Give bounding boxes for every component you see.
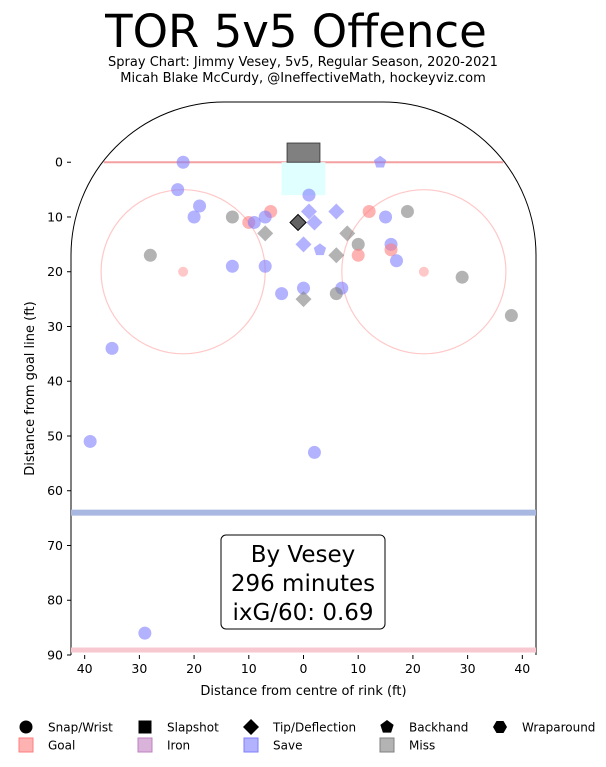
shot-marker	[300, 203, 317, 220]
axes-layer: By Vesey 296 minutes ixG/60: 0.69 0 10 20 30 40…	[23, 155, 530, 699]
shot-marker	[362, 205, 376, 219]
y-tick-label: 40	[47, 374, 63, 389]
legend-save-swatch	[243, 737, 259, 753]
y-tick-label: 90	[47, 648, 63, 663]
y-tick-label: 30	[47, 319, 63, 334]
y-tick-label: 80	[47, 593, 63, 608]
shot-marker	[176, 155, 190, 169]
legend-slap-marker	[138, 720, 152, 734]
shot-marker	[455, 270, 469, 284]
x-tick-label: 20	[405, 661, 421, 676]
y-tick-label: 20	[47, 264, 63, 279]
blue-line	[71, 509, 536, 516]
x-tick-label: 0	[300, 661, 308, 676]
shot-marker	[275, 287, 289, 301]
shot-marker	[258, 259, 272, 273]
shot-marker	[351, 248, 365, 262]
y-tick-label: 0	[55, 155, 63, 170]
shots-layer	[83, 155, 518, 640]
shot-marker	[328, 203, 345, 220]
legend-iron-swatch	[137, 737, 153, 753]
legend-label: Miss	[409, 739, 435, 753]
shot-marker	[295, 236, 312, 253]
shot-marker	[328, 247, 345, 264]
legend-label: Save	[273, 739, 302, 753]
faceoff-dot	[178, 266, 189, 277]
shot-marker	[339, 225, 356, 242]
annotation-line: 296 minutes	[231, 571, 375, 597]
shot-marker	[306, 214, 323, 231]
chart-title: TOR 5v5 Offence	[105, 5, 487, 58]
x-tick-label: 30	[460, 661, 476, 676]
shot-marker	[289, 213, 307, 232]
y-tick-label: 70	[47, 538, 63, 553]
shot-marker	[138, 626, 152, 640]
goal-crease	[281, 162, 326, 196]
rink-boards	[70, 101, 537, 655]
shot-marker	[225, 210, 239, 224]
legend-wrist-marker	[19, 720, 33, 734]
x-tick-label: 20	[186, 661, 202, 676]
shot-marker	[105, 341, 119, 355]
legend-label: Goal	[48, 739, 75, 753]
shot-marker	[351, 237, 365, 251]
y-tick-label: 50	[47, 428, 63, 443]
shot-marker	[329, 287, 343, 301]
legend-label: Slapshot	[167, 721, 219, 735]
rink-layer	[70, 101, 537, 655]
shot-marker	[295, 291, 312, 308]
shot-marker	[143, 248, 157, 262]
shot-marker	[302, 188, 316, 202]
x-tick-label: 40	[514, 661, 530, 676]
shot-marker	[373, 155, 387, 168]
shot-marker	[187, 210, 201, 224]
shot-marker	[504, 309, 518, 323]
x-tick-label: 40	[77, 661, 93, 676]
shot-marker	[384, 243, 398, 257]
shot-marker	[400, 205, 414, 219]
legend-label: Iron	[167, 739, 190, 753]
x-tick-label: 10	[350, 661, 366, 676]
legend-goal-swatch	[18, 737, 34, 753]
shot-marker	[257, 225, 274, 242]
y-tick-label: 60	[47, 483, 63, 498]
chart-credit: Micah Blake McCurdy, @IneffectiveMath, h…	[120, 71, 486, 86]
y-tick-label: 10	[47, 209, 63, 224]
shot-marker	[390, 254, 403, 268]
faceoff-circle	[341, 189, 507, 355]
shot-marker	[83, 434, 97, 448]
x-tick-label: 30	[131, 661, 147, 676]
shot-marker	[171, 183, 185, 197]
x-axis-label: Distance from centre of rink (ft)	[200, 684, 406, 699]
x-tick-label: 10	[241, 661, 257, 676]
legend-miss-swatch	[379, 737, 395, 753]
legend-label: Snap/Wrist	[48, 721, 113, 735]
annotation-box	[220, 534, 386, 630]
chart-subtitle: Spray Chart: Jimmy Vesey, 5v5, Regular S…	[108, 55, 498, 70]
shot-marker	[193, 199, 207, 213]
legend-tip-marker	[243, 719, 259, 735]
legend-label: Backhand	[409, 721, 468, 735]
legend-label: Tip/Deflection	[272, 721, 356, 735]
shot-marker	[247, 215, 261, 229]
shot-marker	[379, 210, 393, 224]
y-axis-label: Distance from goal line (ft)	[23, 301, 38, 475]
center-line	[71, 647, 536, 653]
legend-wrap-marker	[493, 720, 507, 734]
shot-marker	[307, 445, 321, 459]
shot-marker	[297, 281, 310, 295]
legend: Snap/Wrist Slapshot Tip/Deflection Backhand…	[18, 719, 595, 753]
goal-net	[286, 142, 321, 163]
shot-marker	[313, 243, 327, 256]
shot-marker	[225, 259, 239, 273]
legend-backhand-marker	[380, 720, 394, 733]
faceoff-dot	[418, 266, 429, 277]
legend-label: Wraparound	[522, 721, 595, 735]
shot-marker	[258, 210, 272, 224]
annotation-line: By Vesey	[251, 542, 356, 568]
annotation-line: ixG/60: 0.69	[232, 600, 373, 626]
